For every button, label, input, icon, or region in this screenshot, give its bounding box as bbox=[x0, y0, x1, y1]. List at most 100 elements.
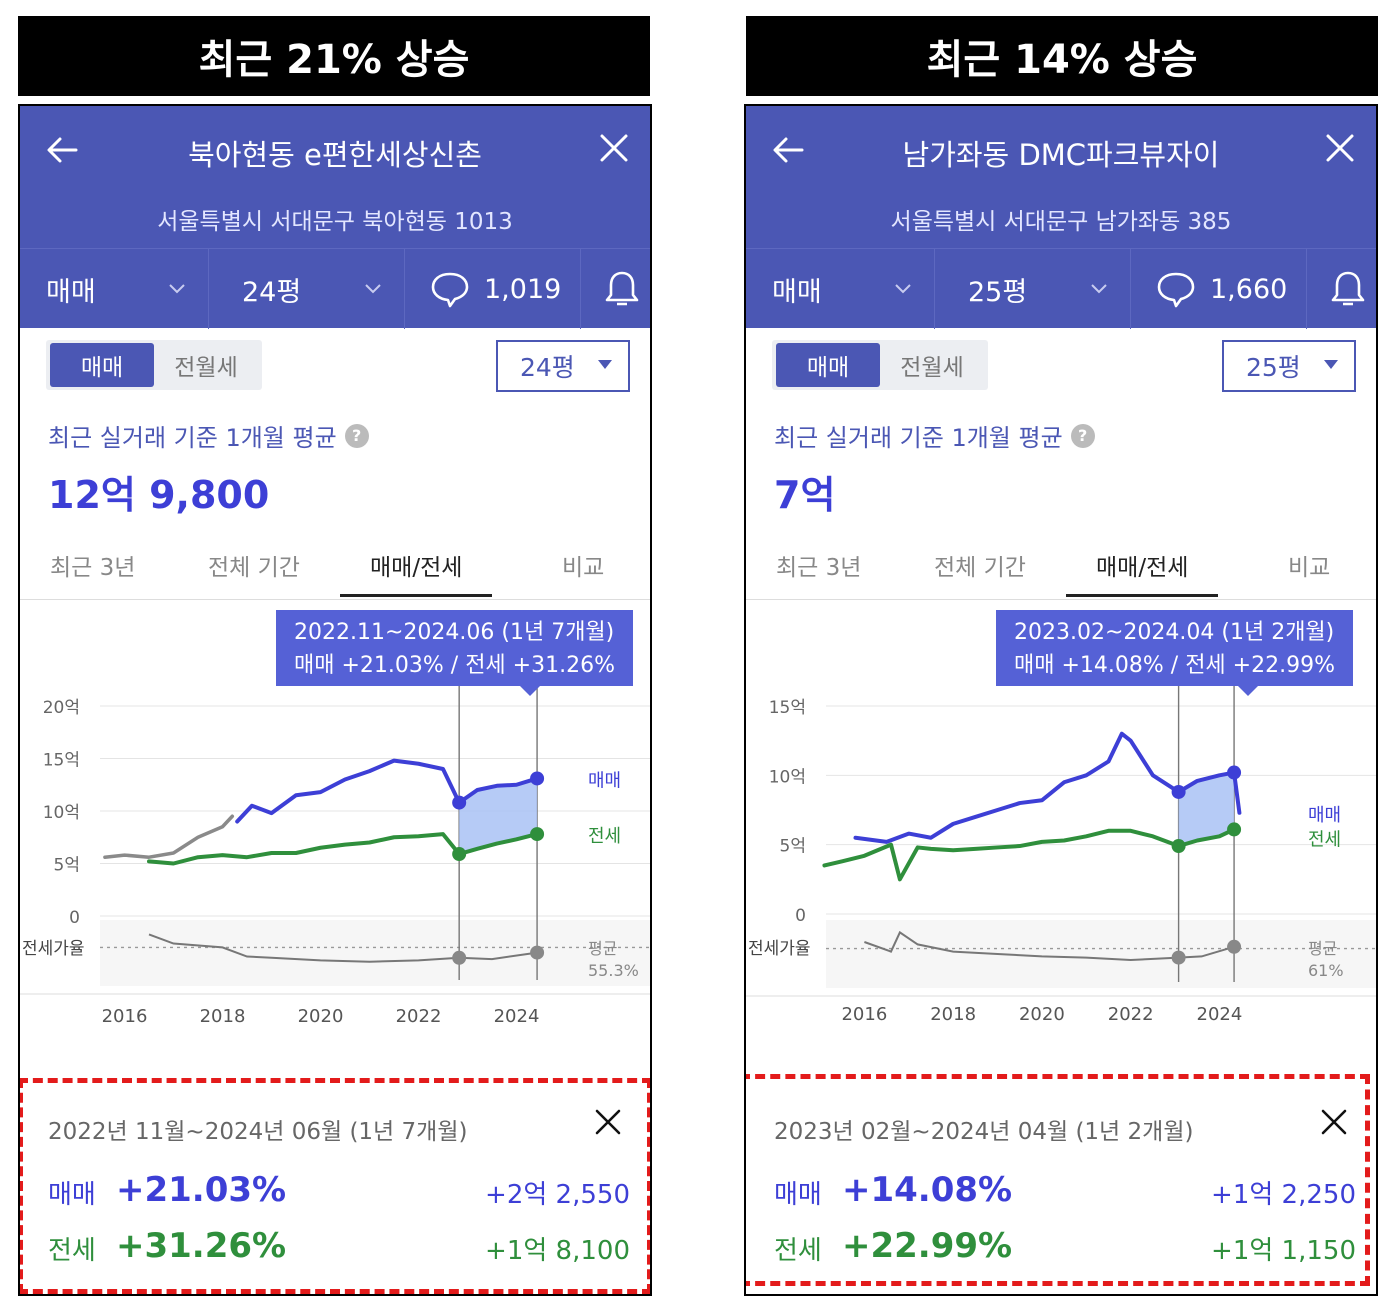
toggle-rent[interactable]: 전월세 bbox=[900, 355, 964, 381]
tab-all-period[interactable]: 전체 기간 bbox=[934, 555, 1026, 581]
page-title: 남가좌동 DMC파크뷰자이 bbox=[902, 138, 1220, 172]
deal-toggle: 매매 전월세 bbox=[46, 340, 262, 390]
size-select[interactable]: 25평 bbox=[1222, 340, 1356, 392]
comments-button[interactable]: 1,019 bbox=[430, 249, 561, 329]
tab-sale-jeonse[interactable]: 매매/전세 bbox=[370, 555, 463, 581]
tab-recent-3y[interactable]: 최근 3년 bbox=[50, 555, 136, 581]
tab-sale-jeonse[interactable]: 매매/전세 bbox=[1096, 555, 1189, 581]
ratio-start-dot bbox=[452, 950, 467, 965]
summary-period: 2023년 02월~2024년 04월 (1년 2개월) bbox=[774, 1119, 1194, 1145]
y-tick-label: 20억 bbox=[43, 698, 80, 718]
y-tick-label: 10억 bbox=[769, 767, 806, 787]
highlight-dashed-border bbox=[20, 1078, 650, 1294]
size-dropdown[interactable]: 25평 bbox=[968, 249, 1027, 329]
toggle-rent[interactable]: 전월세 bbox=[174, 355, 238, 381]
range-tooltip: 2023.02~2024.04 (1년 2개월) 매매 +14.08% / 전세… bbox=[996, 610, 1353, 696]
banner-left: 최근 21% 상승 bbox=[18, 16, 650, 96]
deal-type-label: 매매 bbox=[772, 276, 822, 308]
deal-type-dropdown[interactable]: 매매 bbox=[46, 249, 96, 329]
close-icon[interactable] bbox=[1322, 130, 1358, 166]
ratio-avg-value: 55.3% bbox=[588, 961, 639, 980]
bell-icon[interactable] bbox=[1330, 269, 1366, 309]
chart-tabs: 최근 3년 전체 기간 매매/전세 비교 bbox=[746, 526, 1376, 600]
help-icon[interactable]: ? bbox=[1070, 423, 1095, 448]
avg-price: 12억 9,800 bbox=[48, 473, 270, 517]
app-header: 남가좌동 DMC파크뷰자이 서울특별시 서대문구 남가좌동 385 매매 25평… bbox=[746, 106, 1376, 329]
chevron-down-icon bbox=[1091, 284, 1107, 294]
tab-all-period[interactable]: 전체 기간 bbox=[208, 555, 300, 581]
jeonse-change-pct: +22.99% bbox=[842, 1226, 1013, 1266]
x-tick-label: 2024 bbox=[1197, 1004, 1243, 1025]
size-select-value: 25평 bbox=[1246, 353, 1301, 382]
divider bbox=[404, 249, 405, 329]
tooltip-arrow bbox=[520, 686, 540, 696]
summary-panel: 2023년 02월~2024년 04월 (1년 2개월) 매매 +14.08% … bbox=[746, 1074, 1376, 1294]
ratio-end-dot bbox=[530, 945, 545, 960]
deal-toggle: 매매 전월세 bbox=[772, 340, 988, 390]
back-arrow-icon[interactable] bbox=[42, 130, 82, 170]
sale-change-pct: +14.08% bbox=[842, 1170, 1013, 1210]
highlight-dashed-border bbox=[746, 1074, 1370, 1286]
address-text: 서울특별시 서대문구 남가좌동 385 bbox=[890, 209, 1232, 235]
divider bbox=[934, 249, 935, 329]
jeonse-change-amount: +1억 1,150 bbox=[1211, 1236, 1356, 1266]
ratio-end-dot bbox=[1227, 939, 1242, 954]
divider bbox=[1306, 249, 1307, 329]
x-tick-label: 2020 bbox=[1019, 1004, 1065, 1025]
ratio-avg-label: 평균 bbox=[588, 939, 617, 958]
jeonse-change-pct: +31.26% bbox=[116, 1226, 287, 1266]
sale-line bbox=[853, 731, 1242, 844]
sale-early-line bbox=[103, 814, 235, 859]
size-select-value: 24평 bbox=[520, 353, 575, 382]
help-icon[interactable]: ? bbox=[344, 423, 369, 448]
tab-recent-3y[interactable]: 최근 3년 bbox=[776, 555, 862, 581]
range-fill-area bbox=[1178, 772, 1235, 847]
size-label: 25평 bbox=[968, 276, 1028, 308]
avg-price: 7억 bbox=[774, 473, 836, 517]
tooltip-period: 2023.02~2024.04 (1년 2개월) bbox=[1014, 620, 1335, 645]
deal-type-dropdown[interactable]: 매매 bbox=[772, 249, 822, 329]
x-tick-label: 2016 bbox=[102, 1006, 148, 1027]
y-tick-label: 10억 bbox=[43, 803, 80, 823]
tab-compare[interactable]: 비교 bbox=[562, 555, 605, 581]
avg-label-text: 최근 실거래 기준 1개월 평균 bbox=[774, 424, 1063, 452]
bell-icon[interactable] bbox=[604, 269, 640, 309]
sale-series-label: 매매 bbox=[1308, 805, 1341, 826]
chevron-down-icon bbox=[365, 284, 381, 294]
size-select[interactable]: 24평 bbox=[496, 340, 630, 392]
close-icon[interactable] bbox=[594, 1108, 622, 1136]
jeonse-start-dot bbox=[1171, 839, 1186, 854]
ratio-avg-value: 61% bbox=[1308, 961, 1344, 980]
app-header: 북아현동 e편한세상신촌 서울특별시 서대문구 북아현동 1013 매매 24평… bbox=[20, 106, 650, 329]
ratio-start-dot bbox=[1171, 950, 1186, 965]
range-fill-area bbox=[459, 778, 538, 855]
y-tick-label: 0 bbox=[69, 908, 80, 928]
divider bbox=[1130, 249, 1131, 329]
comment-count: 1,019 bbox=[484, 273, 562, 305]
x-tick-label: 2024 bbox=[494, 1006, 540, 1027]
active-tab-underline bbox=[340, 594, 492, 597]
range-tooltip: 2022.11~2024.06 (1년 7개월) 매매 +21.03% / 전세… bbox=[276, 610, 633, 696]
sale-change-amount: +1억 2,250 bbox=[1211, 1180, 1356, 1210]
tooltip-period: 2022.11~2024.06 (1년 7개월) bbox=[294, 620, 615, 645]
toggle-sale[interactable]: 매매 bbox=[50, 343, 154, 387]
chart-tabs: 최근 3년 전체 기간 매매/전세 비교 bbox=[20, 526, 650, 600]
back-arrow-icon[interactable] bbox=[768, 130, 808, 170]
close-icon[interactable] bbox=[1320, 1108, 1348, 1136]
sale-end-dot bbox=[1227, 765, 1242, 780]
jeonse-ratio-line bbox=[148, 933, 538, 963]
size-dropdown[interactable]: 24평 bbox=[242, 249, 301, 329]
sale-change-pct: +21.03% bbox=[116, 1170, 287, 1210]
comments-button[interactable]: 1,660 bbox=[1156, 249, 1287, 329]
filter-bar: 매매 24평 1,019 bbox=[20, 248, 650, 329]
x-tick-label: 2022 bbox=[396, 1006, 442, 1027]
tooltip-arrow bbox=[1238, 686, 1258, 696]
x-tick-label: 2018 bbox=[200, 1006, 246, 1027]
jeonse-label: 전세 bbox=[48, 1236, 96, 1266]
comment-count: 1,660 bbox=[1210, 273, 1288, 305]
toggle-sale[interactable]: 매매 bbox=[776, 343, 880, 387]
close-icon[interactable] bbox=[596, 130, 632, 166]
tab-compare[interactable]: 비교 bbox=[1288, 555, 1331, 581]
